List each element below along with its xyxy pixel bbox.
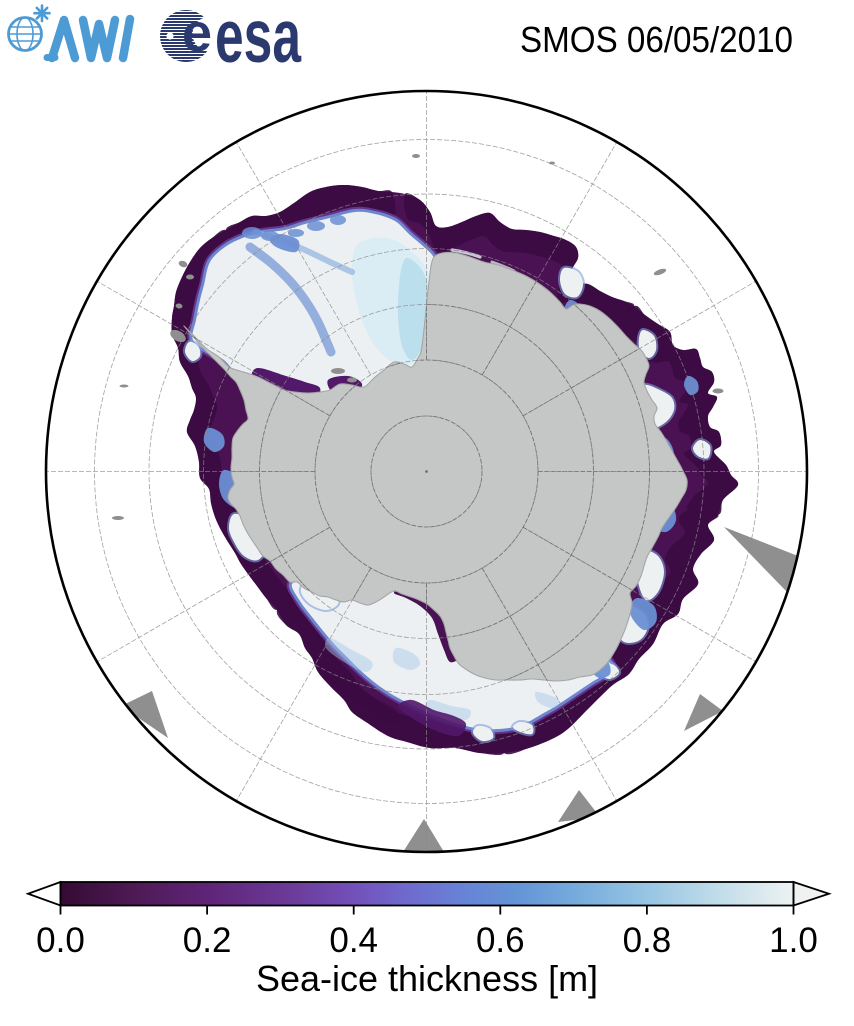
svg-text:Sea-ice thickness [m]: Sea-ice thickness [m] — [256, 958, 598, 999]
svg-text:0.0: 0.0 — [36, 921, 85, 960]
svg-text:0.4: 0.4 — [329, 921, 378, 960]
svg-text:1.0: 1.0 — [769, 921, 818, 960]
svg-text:0.8: 0.8 — [623, 921, 672, 960]
svg-text:e: e — [182, 3, 212, 63]
svg-text:SMOS 06/05/2010: SMOS 06/05/2010 — [520, 19, 793, 60]
svg-text:0.2: 0.2 — [183, 921, 232, 960]
svg-text:0.6: 0.6 — [476, 921, 525, 960]
svg-text:esa: esa — [215, 0, 302, 78]
